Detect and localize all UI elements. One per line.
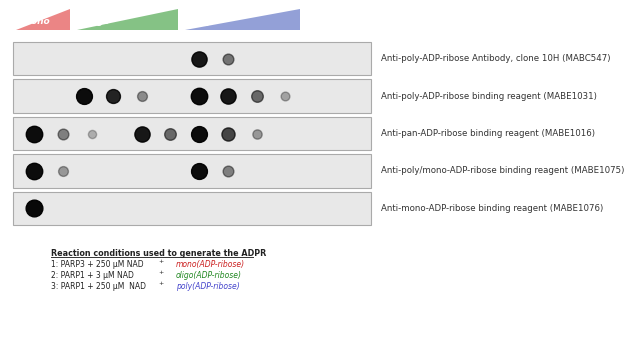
Text: Anti-pan-ADP-ribose binding reagent (MABE1016): Anti-pan-ADP-ribose binding reagent (MAB… [381, 129, 595, 138]
Point [137, 93, 147, 99]
Text: 3: PARP1 + 250 μM  NAD: 3: PARP1 + 250 μM NAD [51, 282, 146, 291]
Text: poly(ADP-ribose): poly(ADP-ribose) [176, 282, 240, 291]
Point [86, 131, 97, 136]
Text: +: + [159, 259, 164, 264]
Point [194, 56, 204, 62]
Point [223, 93, 233, 99]
Text: 1: PARP3 + 250 μM NAD: 1: PARP3 + 250 μM NAD [51, 260, 144, 269]
Point [137, 131, 147, 136]
Polygon shape [77, 9, 178, 30]
Point [223, 131, 233, 136]
FancyBboxPatch shape [13, 79, 371, 113]
Text: mono(ADP-ribose): mono(ADP-ribose) [176, 260, 245, 269]
Text: +: + [159, 270, 164, 275]
Point [194, 131, 204, 136]
Point [252, 131, 262, 136]
Polygon shape [17, 9, 70, 30]
Text: Mono: Mono [23, 16, 51, 26]
Point [223, 168, 233, 174]
Text: 2: PARP1 + 3 μM NAD: 2: PARP1 + 3 μM NAD [51, 271, 134, 280]
FancyBboxPatch shape [13, 117, 371, 150]
Text: Oligo: Oligo [84, 16, 110, 26]
Point [79, 93, 90, 99]
Text: Anti-poly/mono-ADP-ribose binding reagent (MABE1075): Anti-poly/mono-ADP-ribose binding reagen… [381, 167, 624, 175]
Point [108, 93, 118, 99]
Text: Anti-poly-ADP-ribose binding reagent (MABE1031): Anti-poly-ADP-ribose binding reagent (MA… [381, 92, 596, 100]
Text: Reaction conditions used to generate the ADPR: Reaction conditions used to generate the… [51, 249, 266, 258]
Polygon shape [185, 9, 300, 30]
Point [194, 168, 204, 174]
Point [165, 131, 175, 136]
Point [29, 131, 40, 136]
Point [280, 93, 291, 99]
Text: Poly: Poly [191, 16, 213, 26]
Text: Anti-poly-ADP-ribose Antibody, clone 10H (MABC547): Anti-poly-ADP-ribose Antibody, clone 10H… [381, 54, 611, 63]
Text: Anti-mono-ADP-ribose binding reagent (MABE1076): Anti-mono-ADP-ribose binding reagent (MA… [381, 204, 603, 213]
FancyBboxPatch shape [13, 42, 371, 75]
Point [223, 56, 233, 62]
Point [58, 168, 68, 174]
FancyBboxPatch shape [13, 192, 371, 225]
Text: oligo(ADP-ribose): oligo(ADP-ribose) [176, 271, 242, 280]
FancyBboxPatch shape [13, 154, 371, 188]
Text: +: + [159, 281, 164, 286]
Point [58, 131, 68, 136]
Point [252, 93, 262, 99]
Point [29, 168, 40, 174]
Point [194, 93, 204, 99]
Point [29, 206, 40, 211]
